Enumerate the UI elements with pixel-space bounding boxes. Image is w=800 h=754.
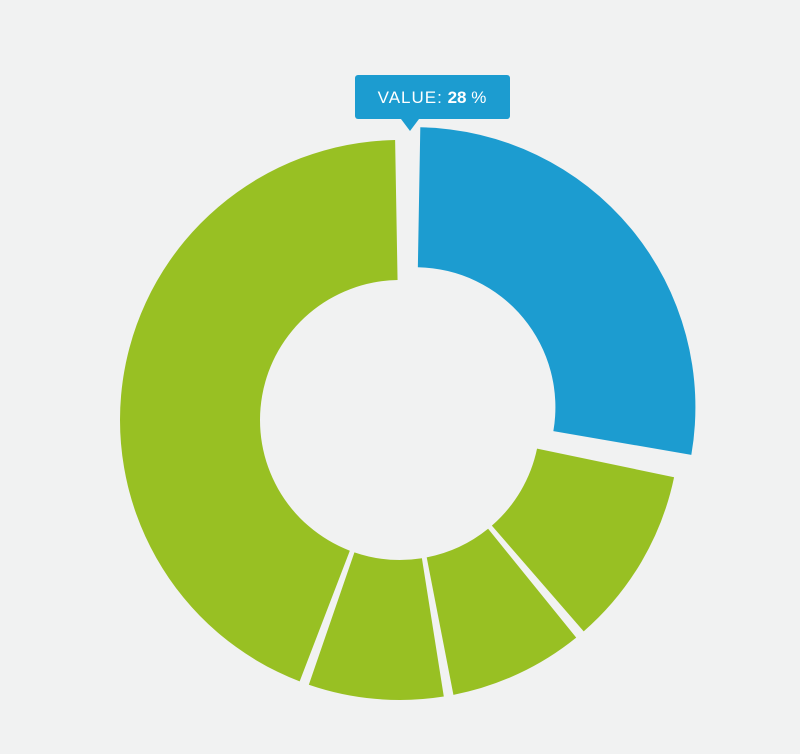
tooltip-label: VALUE: xyxy=(378,88,443,107)
donut-chart: VALUE: 28 % xyxy=(0,0,800,754)
tooltip-text: VALUE: 28 % xyxy=(378,88,488,107)
tooltip-suffix: % xyxy=(471,88,487,107)
tooltip-value: 28 xyxy=(448,88,467,107)
